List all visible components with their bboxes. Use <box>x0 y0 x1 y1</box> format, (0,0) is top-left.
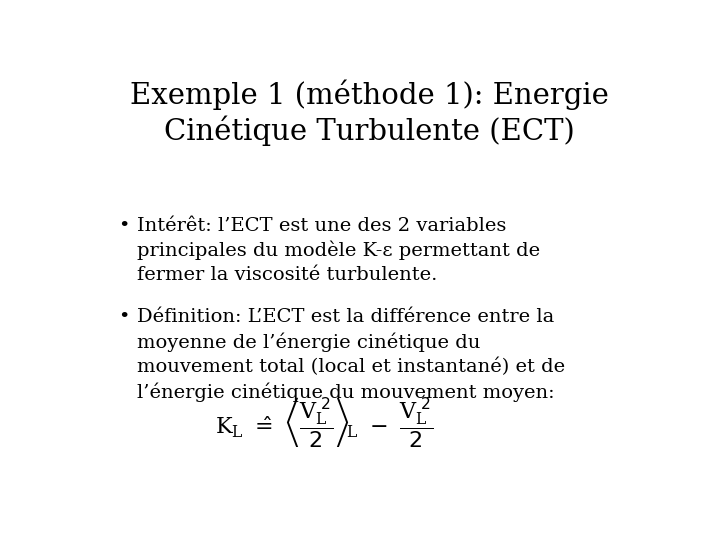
Text: $\mathregular{K}_{\mathregular{L}}\ \hat{=}\ \left\langle\dfrac{\mathregular{V}_: $\mathregular{K}_{\mathregular{L}}\ \hat… <box>215 395 433 449</box>
Text: Définition: L’ECT est la différence entre la
moyenne de l’énergie cinétique du
m: Définition: L’ECT est la différence entr… <box>138 308 565 402</box>
Text: Intérêt: l’ECT est une des 2 variables
principales du modèle K-ε permettant de
f: Intérêt: l’ECT est une des 2 variables p… <box>138 217 541 284</box>
Text: •: • <box>118 308 130 326</box>
Text: •: • <box>118 217 130 234</box>
Text: Exemple 1 (méthode 1): Energie
Cinétique Turbulente (ECT): Exemple 1 (méthode 1): Energie Cinétique… <box>130 79 608 146</box>
